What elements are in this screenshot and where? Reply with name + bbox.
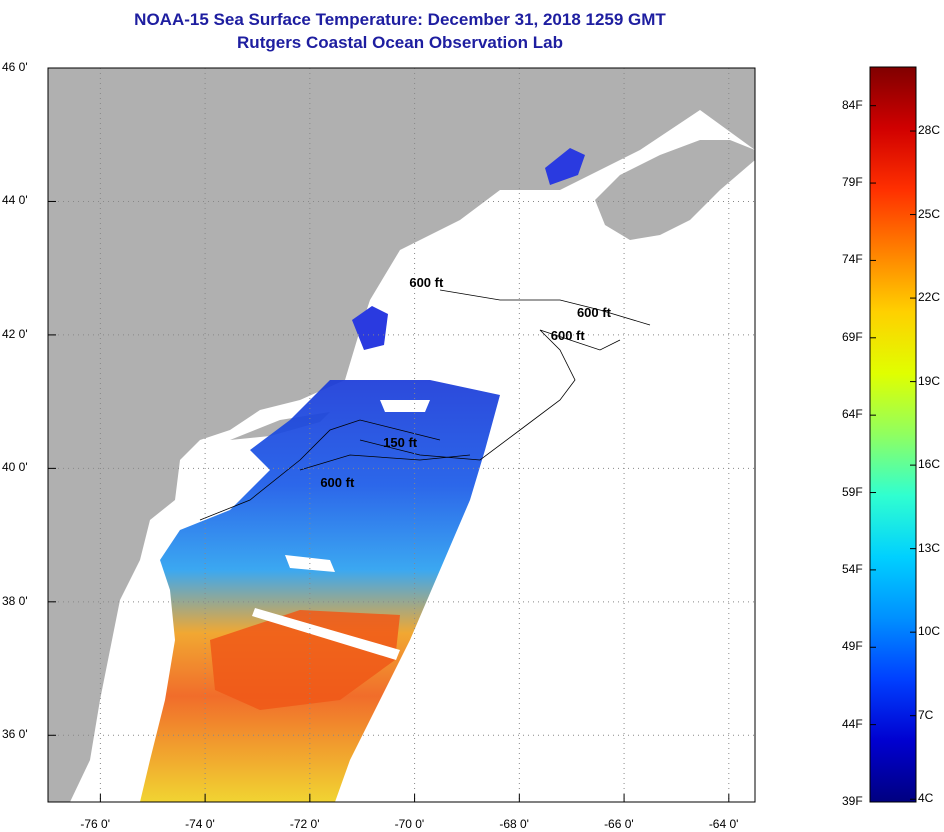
lat-tick-label: 46 0' <box>2 60 28 74</box>
map-frame <box>47 67 756 803</box>
lat-tick-label: 40 0' <box>2 460 28 475</box>
cloud-patch-2 <box>380 400 430 412</box>
lon-tick-label: -68 0' <box>499 817 529 831</box>
colorbar-celsius-label: 25C <box>918 206 941 221</box>
depth-contour-label: 600 ft <box>550 328 585 344</box>
lon-tick-label: -66 0' <box>604 817 634 831</box>
lat-tick-label: 36 0' <box>2 727 28 742</box>
colorbar-gradient <box>869 66 917 803</box>
colorbar-fahrenheit-label: 84F <box>842 97 863 112</box>
lon-tick-label: -70 0' <box>394 817 425 831</box>
colorbar-fahrenheit-label: 49F <box>842 639 863 654</box>
map-title: NOAA-15 Sea Surface Temperature: Decembe… <box>134 10 666 29</box>
contour-600ft-shelf <box>299 289 651 471</box>
sst-patch-fundy <box>545 148 585 185</box>
lat-tick-label: 38 0' <box>2 593 28 608</box>
depth-contour-label: 600 ft <box>576 304 611 320</box>
lon-tick-label: -76 0' <box>80 817 111 831</box>
depth-contour-label: 600 ft <box>409 274 444 290</box>
colorbar-fahrenheit-label: 64F <box>842 407 863 422</box>
land-mainland <box>48 68 755 802</box>
colorbar-celsius-label: 13C <box>918 540 941 555</box>
colorbar-celsius-label: 7C <box>918 707 934 722</box>
colorbar-fahrenheit-label: 59F <box>842 484 863 499</box>
colorbar-celsius-label: 10C <box>918 624 941 639</box>
sst-warm-core <box>210 610 400 710</box>
colorbar-fahrenheit-label: 79F <box>842 175 863 190</box>
contour-150ft <box>199 419 441 521</box>
lon-tick-label: -72 0' <box>289 817 320 831</box>
cloud-band <box>252 608 400 660</box>
colorbar-celsius-label: 28C <box>918 123 941 138</box>
depth-contour-label: 600 ft <box>320 475 355 491</box>
colorbar-fahrenheit-label: 69F <box>842 329 863 344</box>
lat-tick-label: 44 0' <box>2 193 28 208</box>
colorbar-celsius-label: 4C <box>918 791 934 806</box>
colorbar-celsius-label: 22C <box>918 290 941 305</box>
colorbar-celsius-label: 19C <box>918 373 941 388</box>
lon-tick-label: -64 0' <box>708 817 739 831</box>
lon-tick-label: -74 0' <box>185 817 215 831</box>
colorbar-fahrenheit-label: 54F <box>842 561 863 576</box>
map-subtitle: Rutgers Coastal Ocean Observation Lab <box>237 33 563 52</box>
colorbar-fahrenheit-label: 39F <box>842 794 863 808</box>
depth-contour-label: 150 ft <box>383 435 418 450</box>
colorbar-fahrenheit-label: 44F <box>842 716 863 731</box>
lat-tick-label: 42 0' <box>2 326 28 341</box>
land-nova-scotia <box>595 140 755 240</box>
colorbar-fahrenheit-label: 74F <box>842 252 863 267</box>
colorbar-celsius-label: 16C <box>918 457 941 472</box>
sst-patch-maine <box>352 306 388 350</box>
